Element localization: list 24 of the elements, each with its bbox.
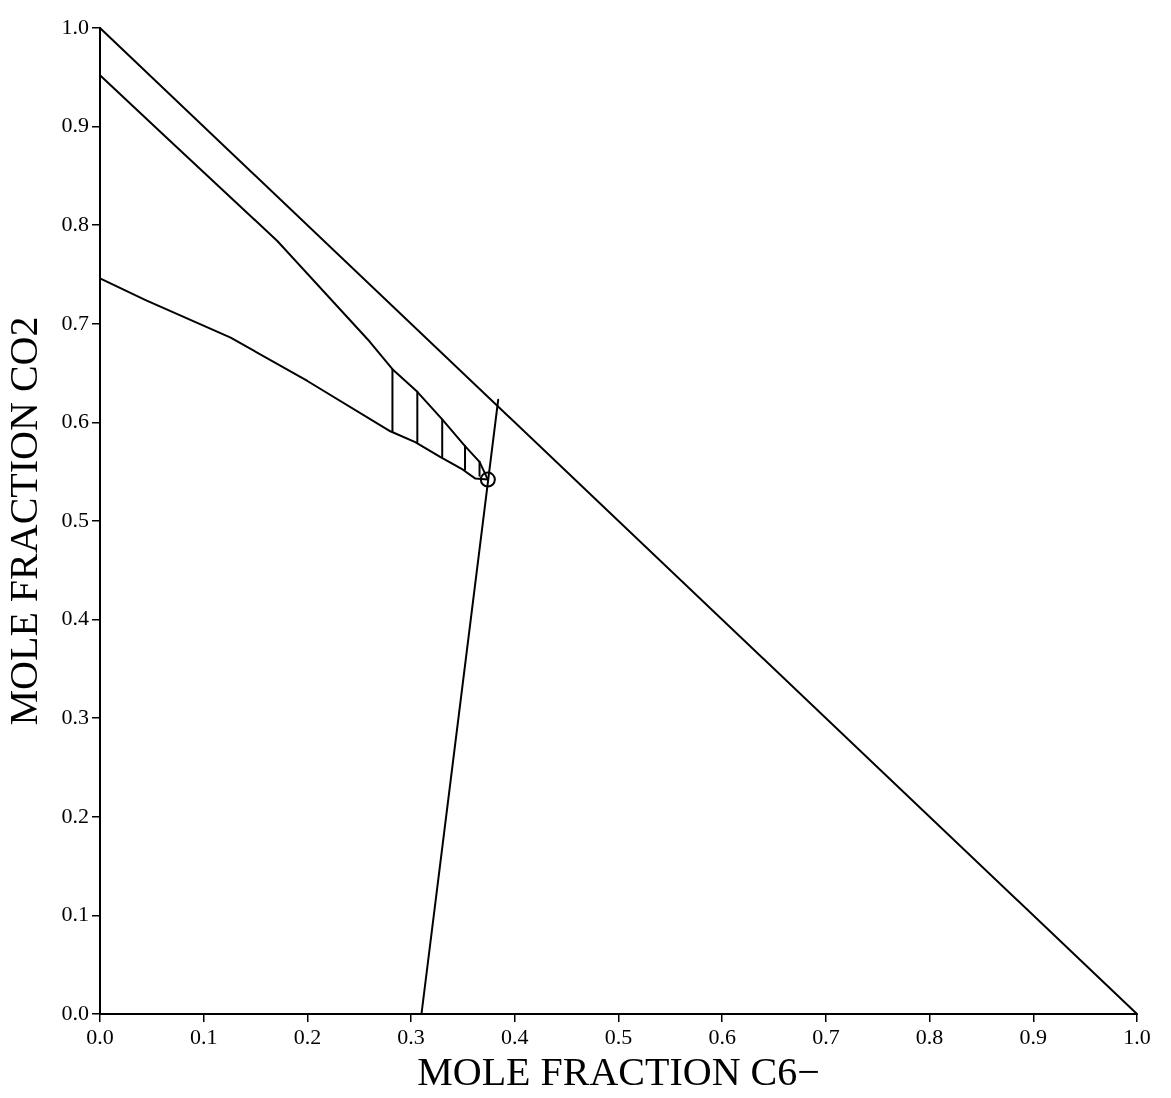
y-tick-label: 0.9 bbox=[61, 112, 89, 138]
x-tick-label: 0.4 bbox=[501, 1023, 529, 1049]
x-tick-label: 0.1 bbox=[189, 1023, 218, 1049]
x-axis-title: MOLE FRACTION C6− bbox=[417, 1048, 820, 1094]
y-tick-label: 0.2 bbox=[61, 802, 89, 828]
x-tick-label: 1.0 bbox=[1123, 1023, 1151, 1049]
x-tick-label: 0.5 bbox=[604, 1023, 633, 1049]
y-tick-label: 0.1 bbox=[61, 901, 89, 927]
x-tick-label: 0.8 bbox=[915, 1023, 944, 1049]
y-tick-label: 0.3 bbox=[61, 703, 89, 729]
x-tick-label: 0.7 bbox=[812, 1023, 840, 1049]
y-tick-label: 0.5 bbox=[61, 506, 89, 532]
y-tick-label: 0.7 bbox=[61, 309, 89, 335]
y-tick-label: 0.8 bbox=[61, 210, 89, 236]
x-tick-label: 0.0 bbox=[86, 1023, 114, 1049]
y-tick-label: 0.4 bbox=[61, 605, 89, 631]
y-tick-label: 1.0 bbox=[61, 13, 89, 39]
x-tick-label: 0.9 bbox=[1019, 1023, 1048, 1049]
x-tick-label: 0.2 bbox=[293, 1023, 322, 1049]
x-tick-label: 0.6 bbox=[708, 1023, 736, 1049]
y-axis-title: MOLE FRACTION CO2 bbox=[0, 316, 46, 726]
x-tick-label: 0.3 bbox=[397, 1023, 425, 1049]
y-tick-label: 0.0 bbox=[61, 999, 89, 1025]
y-tick-label: 0.6 bbox=[61, 408, 89, 434]
